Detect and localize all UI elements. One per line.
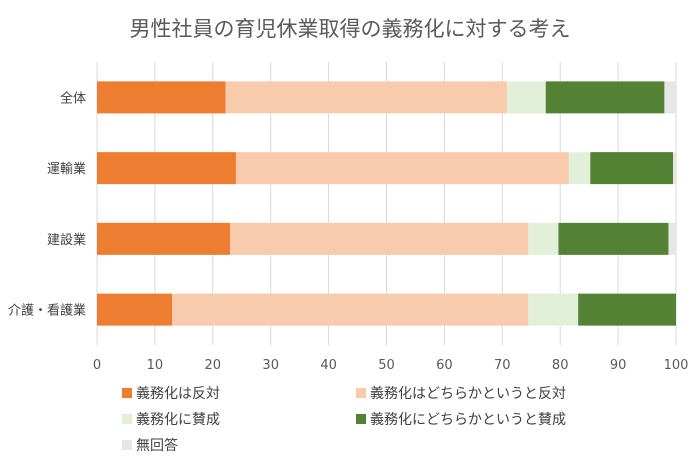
x-tick-label: 40 <box>320 358 337 373</box>
category-label: 介護・看護業 <box>8 303 86 319</box>
bar-segment <box>506 81 546 114</box>
category-label: 建設業 <box>47 232 86 248</box>
bars <box>97 81 676 326</box>
legend-swatch <box>356 388 366 398</box>
legend-swatch <box>122 414 132 424</box>
bar-segment <box>673 152 676 185</box>
x-tick-label: 100 <box>664 358 689 373</box>
bar-segment <box>664 81 676 114</box>
legend-label: 義務化にどちらかというと賛成 <box>370 411 566 428</box>
x-tick-label: 10 <box>147 358 164 373</box>
x-tick-label: 50 <box>378 358 395 373</box>
category-label: 運輸業 <box>47 161 86 177</box>
x-tick-label: 70 <box>494 358 511 373</box>
legend-label: 義務化は反対 <box>136 385 220 402</box>
x-tick-label: 80 <box>552 358 569 373</box>
x-tick-labels: 0 10 20 30 40 50 60 70 80 90 100 <box>93 358 689 373</box>
bar-segment <box>568 152 591 185</box>
legend-label: 無回答 <box>136 437 178 454</box>
legend-swatch <box>356 414 366 424</box>
bar-segment <box>97 293 173 326</box>
category-label: 全体 <box>60 90 86 106</box>
bar-segment <box>97 222 231 255</box>
legend-label: 義務化はどちらかというと反対 <box>370 385 566 402</box>
chart-title: 男性社員の育児休業取得の義務化に対する考え <box>130 17 571 41</box>
x-tick-label: 20 <box>205 358 222 373</box>
x-tick-label: 0 <box>93 358 101 373</box>
x-tick-label: 30 <box>262 358 279 373</box>
bar-segment <box>97 152 236 185</box>
legend-swatch <box>122 440 132 450</box>
bar-segment <box>235 152 569 185</box>
bar-segment <box>578 293 676 326</box>
legend-swatch <box>122 388 132 398</box>
bar-segment <box>528 222 559 255</box>
bar-segment <box>230 222 529 255</box>
legend-label: 義務化に賛成 <box>136 411 220 428</box>
bar-segment <box>668 222 676 255</box>
bar-segment <box>528 293 579 326</box>
bar-segment <box>545 81 665 114</box>
bar-segment <box>558 222 669 255</box>
bar-segment <box>590 152 674 185</box>
x-tick-label: 90 <box>610 358 627 373</box>
bar-segment <box>225 81 507 114</box>
bar-segment <box>172 293 529 326</box>
x-tick-label: 60 <box>436 358 453 373</box>
bar-segment <box>97 81 226 114</box>
